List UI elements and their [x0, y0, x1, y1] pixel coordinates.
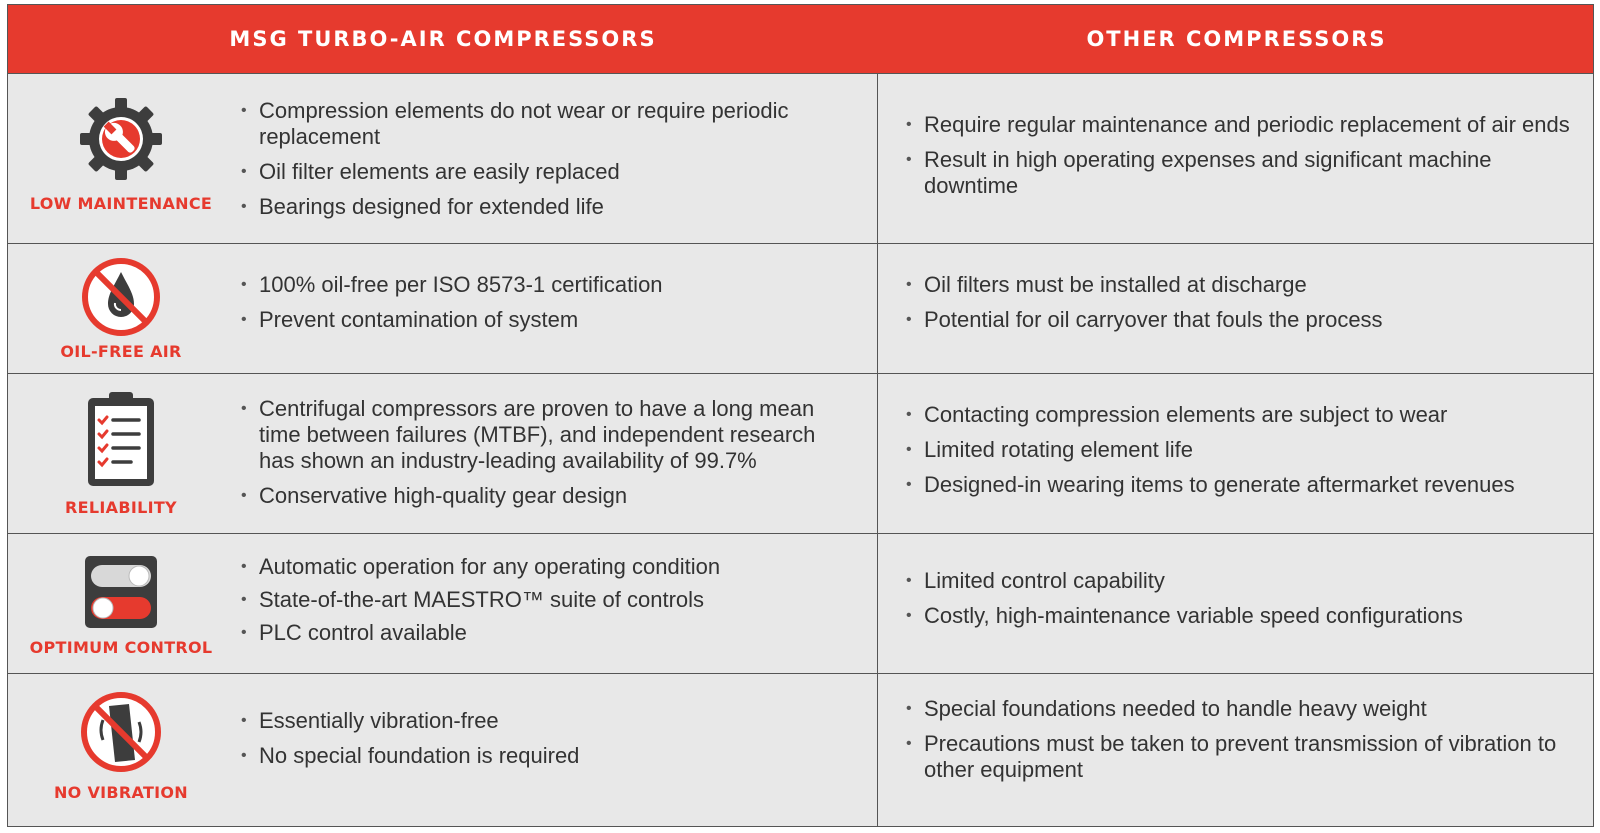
list-item: PLC control available [241, 620, 851, 646]
other-bullet-list: Special foundations needed to handle hea… [906, 696, 1581, 792]
feature-label: RELIABILITY [65, 498, 177, 517]
list-item: Oil filter elements are easily replaced [241, 159, 851, 185]
feature-label: OIL-FREE AIR [60, 342, 182, 361]
icon-cell: NO VIBRATION [8, 674, 234, 828]
list-item: Contacting compression elements are subj… [906, 402, 1581, 428]
other-column-title: OTHER COMPRESSORS [1086, 27, 1387, 51]
msg-bullet-list: Centrifugal compressors are proven to ha… [241, 396, 851, 518]
msg-bullet-list: Compression elements do not wear or requ… [241, 98, 851, 229]
list-item: Special foundations needed to handle hea… [906, 696, 1581, 722]
msg-bullet-list: Automatic operation for any operating co… [241, 554, 851, 655]
list-item: Prevent contamination of system [241, 307, 851, 333]
list-item: Conservative high-quality gear design [241, 483, 851, 509]
row-no-vibration: NO VIBRATION Essentially vibration-free … [8, 673, 1593, 828]
list-item: Costly, high-maintenance variable speed … [906, 603, 1581, 629]
list-item: No special foundation is required [241, 743, 851, 769]
msg-bullet-list: Essentially vibration-free No special fo… [241, 708, 851, 778]
icon-cell: RELIABILITY [8, 374, 234, 533]
other-bullet-list: Oil filters must be installed at dischar… [906, 272, 1581, 342]
column-divider [877, 73, 878, 826]
msg-column-title: MSG TURBO-AIR COMPRESSORS [229, 27, 657, 51]
feature-label: NO VIBRATION [53, 783, 188, 802]
list-item: Precautions must be taken to prevent tra… [906, 731, 1581, 783]
icon-cell: LOW MAINTENANCE [8, 74, 234, 243]
list-item: Designed-in wearing items to generate af… [906, 472, 1581, 498]
clipboard-checklist-icon [88, 392, 154, 486]
gear-wrench-icon [80, 98, 162, 180]
other-bullet-list: Contacting compression elements are subj… [906, 402, 1581, 507]
icon-cell: OPTIMUM CONTROL [8, 534, 234, 673]
icon-cell: OIL-FREE AIR [8, 244, 234, 373]
list-item: Potential for oil carryover that fouls t… [906, 307, 1581, 333]
list-item: Require regular maintenance and periodic… [906, 112, 1581, 138]
list-item: Oil filters must be installed at dischar… [906, 272, 1581, 298]
comparison-table: MSG TURBO-AIR COMPRESSORS OTHER COMPRESS… [7, 4, 1594, 827]
feature-label: LOW MAINTENANCE [29, 194, 213, 213]
feature-label: OPTIMUM CONTROL [29, 638, 213, 657]
list-item: Automatic operation for any operating co… [241, 554, 851, 580]
row-oil-free-air: OIL-FREE AIR 100% oil-free per ISO 8573-… [8, 243, 1593, 373]
list-item: Compression elements do not wear or requ… [241, 98, 851, 150]
list-item: 100% oil-free per ISO 8573-1 certificati… [241, 272, 851, 298]
list-item: Limited control capability [906, 568, 1581, 594]
list-item: Centrifugal compressors are proven to ha… [241, 396, 851, 474]
no-vibration-icon [81, 692, 161, 772]
other-bullet-list: Require regular maintenance and periodic… [906, 112, 1581, 208]
no-oil-icon [82, 258, 160, 336]
table-header: MSG TURBO-AIR COMPRESSORS OTHER COMPRESS… [8, 5, 1593, 73]
list-item: State-of-the-art MAESTRO™ suite of contr… [241, 587, 851, 613]
msg-bullet-list: 100% oil-free per ISO 8573-1 certificati… [241, 272, 851, 342]
list-item: Result in high operating expenses and si… [906, 147, 1581, 199]
row-optimum-control: OPTIMUM CONTROL Automatic operation for … [8, 533, 1593, 673]
toggle-switches-icon [85, 556, 157, 628]
other-bullet-list: Limited control capability Costly, high-… [906, 568, 1581, 638]
row-low-maintenance: LOW MAINTENANCE Compression elements do … [8, 73, 1593, 243]
row-reliability: RELIABILITY Centrifugal compressors are … [8, 373, 1593, 533]
list-item: Bearings designed for extended life [241, 194, 851, 220]
list-item: Essentially vibration-free [241, 708, 851, 734]
list-item: Limited rotating element life [906, 437, 1581, 463]
